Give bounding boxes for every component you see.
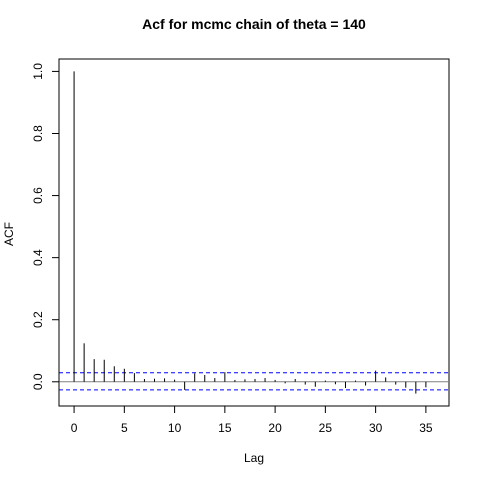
x-tick-label: 0 (71, 421, 78, 435)
x-tick-label: 25 (319, 421, 333, 435)
y-axis-label: ACF (2, 222, 16, 246)
y-tick-label: 0.6 (31, 187, 45, 204)
x-tick-label: 20 (268, 421, 282, 435)
y-tick-label: 0.0 (31, 373, 45, 390)
plot-area: 0 5 10 15 20 25 30 35 0.0 0.2 0.4 0.6 0.8 1.0 (31, 58, 450, 435)
x-tick-label: 10 (168, 421, 182, 435)
x-axis-label: Lag (244, 451, 264, 465)
y-tick-label: 0.2 (31, 311, 45, 328)
x-tick-label: 5 (121, 421, 128, 435)
y-tick-label: 0.8 (31, 125, 45, 142)
x-tick-label: 15 (218, 421, 232, 435)
y-tick-label: 1.0 (31, 63, 45, 80)
x-tick-label: 35 (419, 421, 433, 435)
chart-title: Acf for mcmc chain of theta = 140 (142, 16, 366, 32)
y-tick-label: 0.4 (31, 249, 45, 266)
plot-frame (58, 58, 450, 407)
x-tick-label: 30 (369, 421, 383, 435)
